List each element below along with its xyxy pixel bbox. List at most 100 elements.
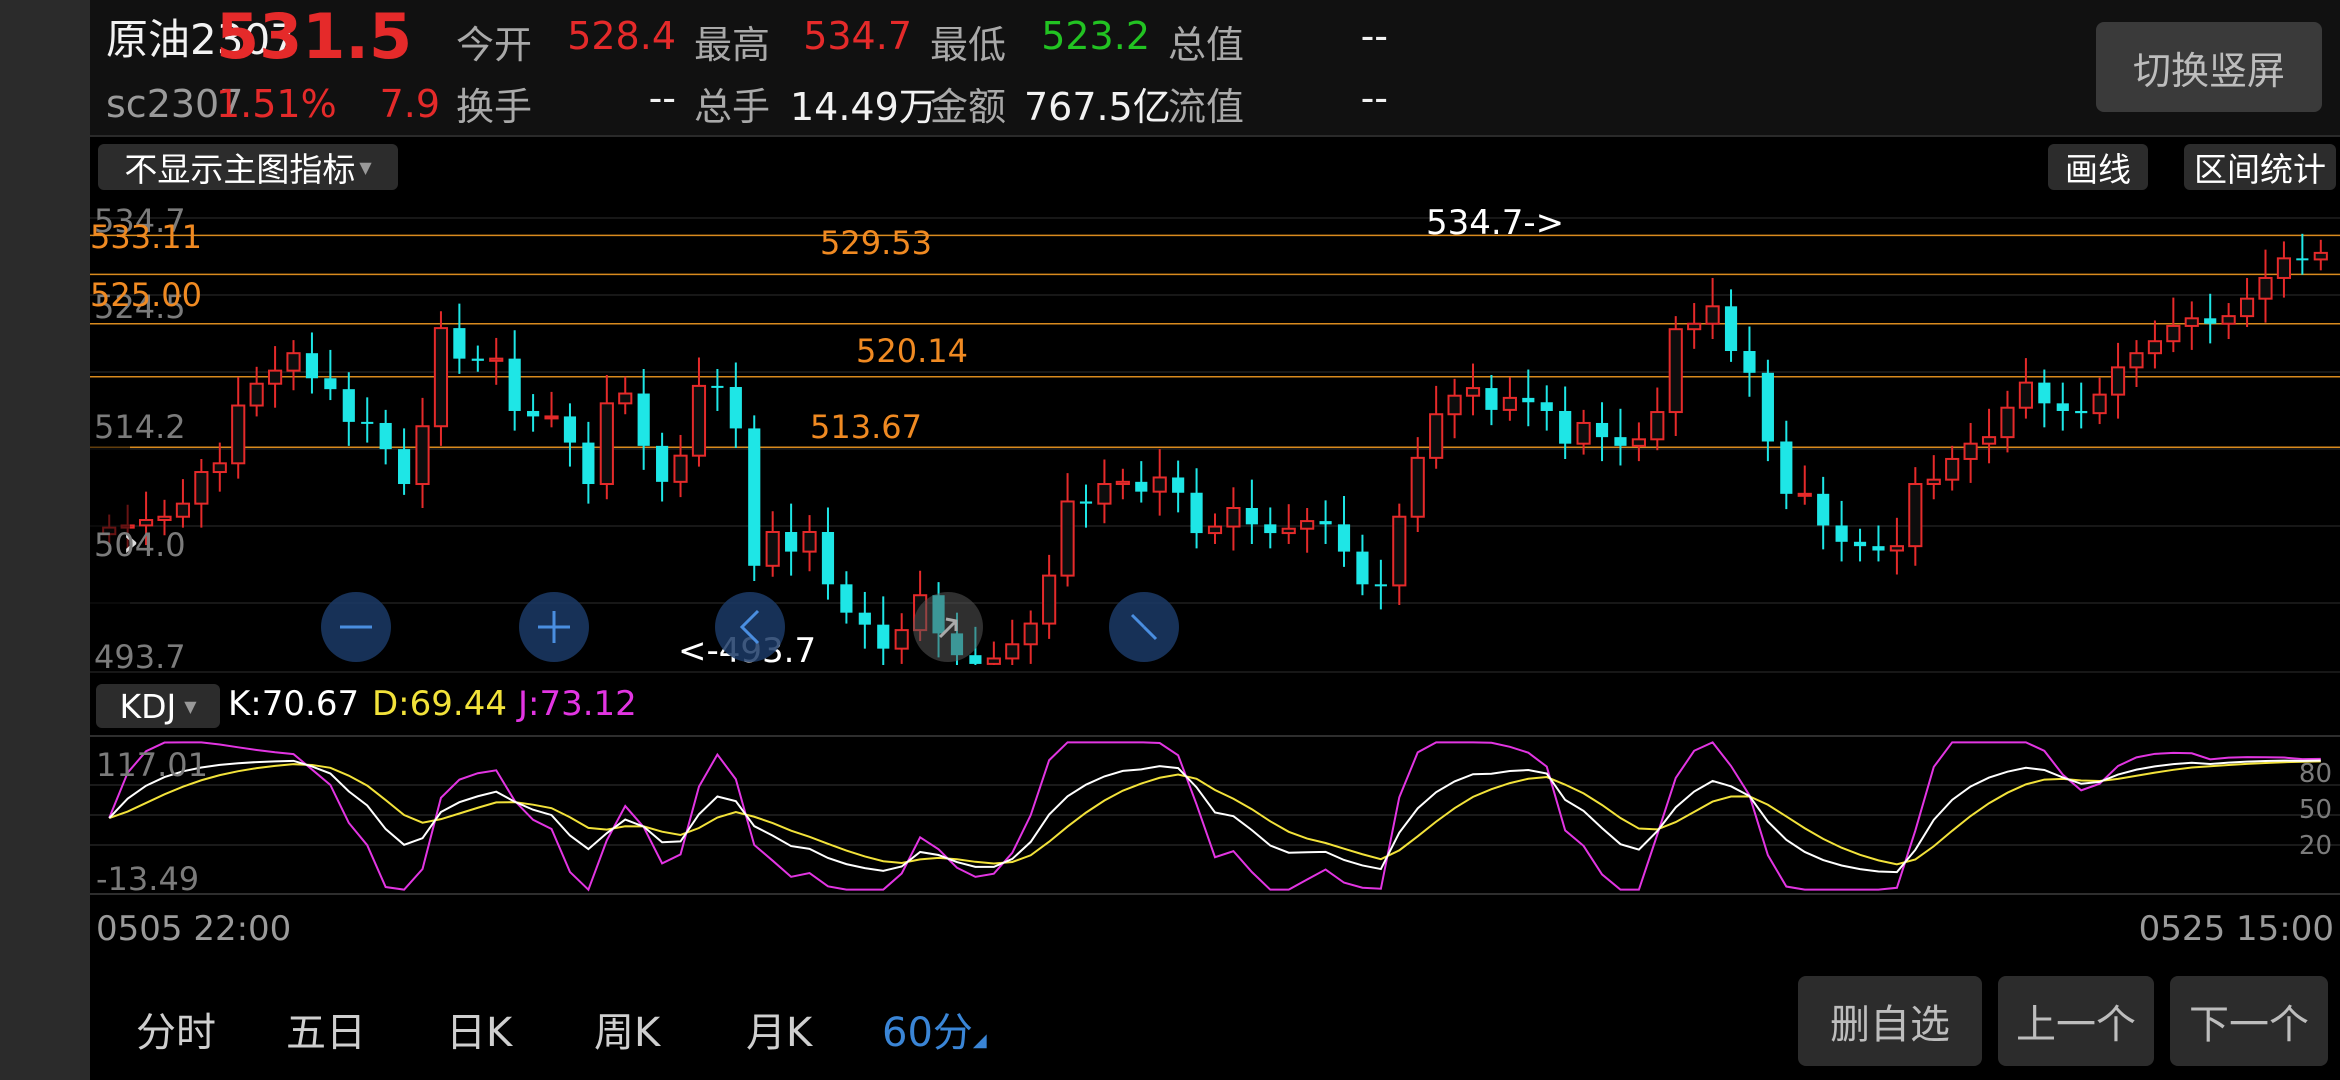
candle-down — [1319, 521, 1332, 525]
kdj-d-value: D:69.44 — [372, 684, 507, 724]
reset-zoom-button[interactable] — [1109, 592, 1179, 662]
candle-up — [1226, 507, 1241, 528]
y-axis-label: 514.2 — [94, 408, 186, 446]
candle-down — [1853, 541, 1867, 547]
kdj-k-value: K:70.67 — [228, 684, 360, 724]
tab-60min-label: 60分 — [882, 1010, 973, 1056]
candle-down — [1522, 397, 1535, 403]
candle-up — [1797, 492, 1812, 497]
chart-canvas[interactable]: › 534.7 524.5 514.2 504.0 493.7 533.11 5… — [90, 0, 2340, 1080]
candle-down — [785, 531, 798, 552]
candle-up — [138, 518, 154, 527]
candle-up — [1963, 442, 1978, 460]
kdj-k-line — [108, 759, 2321, 874]
candle-down — [453, 328, 466, 359]
tab-time-sharing[interactable]: 分时 — [136, 1010, 216, 1056]
main-grid — [90, 217, 2340, 673]
candle-down — [711, 385, 724, 388]
candle-up — [1908, 483, 1923, 548]
next-button[interactable]: 下一个 — [2170, 976, 2328, 1066]
kdj-select[interactable]: KDJ ▼ — [96, 684, 220, 728]
main-indicator-label: 不显示主图指标 — [124, 150, 356, 189]
candle-down — [471, 358, 484, 361]
candle-up — [2000, 406, 2015, 439]
candle-up — [2221, 315, 2236, 325]
candle-down — [1595, 422, 1609, 438]
candle-up — [1152, 476, 1167, 493]
range-stats-button[interactable]: 区间统计 — [2184, 144, 2336, 190]
candle-down — [342, 389, 355, 422]
side-panel-shade — [90, 430, 130, 650]
instrument-name: 原油2307 — [106, 15, 297, 64]
candle-down — [2296, 258, 2309, 261]
candle-down — [1817, 493, 1830, 526]
candle-down — [2056, 403, 2069, 411]
candle-down — [1743, 351, 1756, 373]
candle-up — [1447, 394, 1462, 416]
candle-down — [1761, 372, 1774, 442]
open-value: 528.4 — [567, 14, 676, 58]
candle-up — [489, 357, 504, 362]
candle-up — [1097, 483, 1112, 505]
candle-up — [1889, 545, 1904, 552]
candle-down — [1190, 492, 1203, 534]
zoom-in-button[interactable] — [519, 592, 589, 662]
candle-up — [765, 530, 780, 567]
turnover-label: 换手 — [456, 85, 533, 129]
tab-60min[interactable]: 60分◢ — [882, 1000, 987, 1058]
candle-down — [1872, 546, 1885, 551]
switch-portrait-button[interactable]: 切换竖屏 — [2096, 22, 2322, 112]
tab-weekly-k[interactable]: 周K — [594, 1010, 661, 1056]
expand-panel-icon[interactable]: › — [122, 516, 140, 567]
drawn-line-label: 529.53 — [820, 224, 932, 262]
dropdown-triangle-icon: ▼ — [184, 696, 197, 716]
candle-down — [1780, 441, 1793, 494]
scroll-right-button[interactable] — [913, 592, 983, 662]
drawn-line-label: 533.11 — [90, 218, 202, 256]
candle-up — [1429, 413, 1444, 459]
candle-down — [508, 358, 521, 411]
open-label: 今开 — [456, 23, 533, 67]
candlestick-series — [102, 233, 2328, 665]
candle-up — [1060, 500, 1075, 577]
tab-monthly-k[interactable]: 月K — [746, 1010, 813, 1056]
candle-down — [2204, 318, 2217, 324]
candle-up — [1705, 305, 1720, 325]
tab-five-day[interactable]: 五日 — [286, 1010, 366, 1056]
zoom-out-button[interactable] — [321, 592, 391, 662]
remove-favorite-button[interactable]: 删自选 — [1798, 976, 1982, 1066]
candle-up — [802, 530, 817, 553]
candle-up — [175, 502, 191, 518]
change-percent: 1.51% — [216, 82, 337, 126]
candle-up — [1042, 574, 1057, 625]
candle-down — [379, 422, 392, 450]
kdj-j-value: J:73.12 — [518, 684, 637, 724]
candle-down — [858, 612, 871, 625]
candle-up — [894, 629, 909, 650]
low-label: 最低 — [930, 23, 1007, 67]
tab-daily-k[interactable]: 日K — [446, 1010, 513, 1056]
scroll-left-button[interactable] — [715, 592, 785, 662]
draw-line-button[interactable]: 画线 — [2048, 144, 2148, 190]
main-indicator-select[interactable]: 不显示主图指标 ▼ — [98, 144, 398, 190]
candle-up — [691, 384, 707, 457]
candle-up — [2147, 340, 2162, 355]
candle-down — [563, 416, 577, 443]
candle-down — [582, 442, 595, 485]
candle-up — [2092, 393, 2107, 415]
candle-up — [1300, 520, 1315, 530]
candle-up — [1465, 387, 1481, 397]
previous-button[interactable]: 上一个 — [1998, 976, 2154, 1066]
kdj-level-label: 20 — [2299, 831, 2332, 861]
candle-up — [2129, 352, 2144, 369]
candle-up — [1981, 436, 1997, 445]
drawn-line-label: 513.67 — [810, 408, 922, 446]
candle-down — [324, 378, 337, 390]
candle-up — [1631, 438, 1646, 447]
candle-down — [840, 584, 853, 613]
candle-up — [1410, 456, 1425, 518]
dropdown-corner-icon: ◢ — [972, 1030, 987, 1051]
kdj-axis-top: 117.01 — [96, 746, 208, 784]
candle-down — [969, 655, 982, 664]
candle-up — [2018, 381, 2033, 409]
